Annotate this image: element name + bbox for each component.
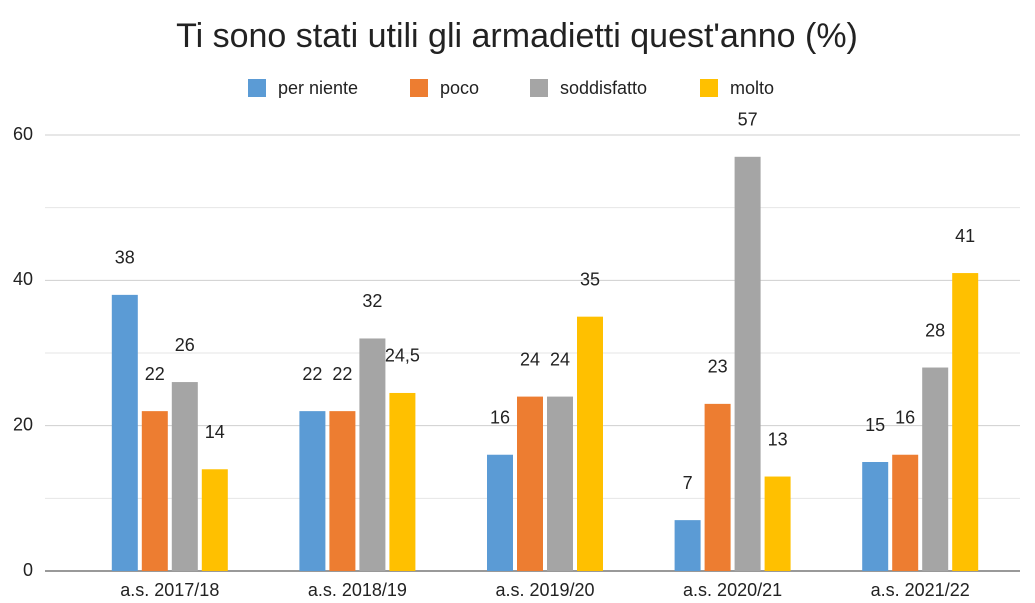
data-label: 35 (580, 269, 600, 289)
legend-swatch (248, 79, 266, 97)
bar (329, 411, 356, 571)
x-tick-label: a.s. 2020/21 (683, 580, 782, 600)
x-tick-label: a.s. 2017/18 (120, 580, 219, 600)
bar (389, 392, 416, 571)
bar (111, 294, 138, 571)
data-label: 38 (115, 248, 135, 268)
bar (517, 396, 543, 571)
data-label: 22 (332, 364, 352, 384)
bar (487, 454, 513, 571)
y-tick-label: 40 (13, 269, 33, 289)
bar (359, 338, 386, 571)
bar (577, 316, 603, 571)
legend-label: per niente (278, 78, 358, 98)
data-label: 22 (302, 364, 322, 384)
legend-label: molto (730, 78, 774, 98)
y-tick-label: 20 (13, 414, 33, 434)
y-tick-label: 0 (23, 560, 33, 580)
data-label: 16 (895, 407, 915, 427)
data-label: 24 (520, 349, 540, 369)
bar (922, 367, 949, 571)
data-label: 32 (362, 291, 382, 311)
x-tick-label: a.s. 2021/22 (871, 580, 970, 600)
bar (734, 156, 761, 572)
x-tick-label: a.s. 2019/20 (495, 580, 594, 600)
bar (674, 520, 701, 571)
bar (764, 476, 791, 571)
data-label: 14 (205, 422, 225, 442)
data-label: 24,5 (385, 346, 420, 366)
legend-swatch (530, 79, 548, 97)
bar (862, 462, 889, 571)
legend-swatch (410, 79, 428, 97)
data-label: 13 (768, 429, 788, 449)
data-label: 22 (145, 364, 165, 384)
data-label: 7 (683, 473, 693, 493)
data-label: 24 (550, 349, 570, 369)
bar (892, 454, 919, 571)
data-label: 23 (708, 357, 728, 377)
legend-label: poco (440, 78, 479, 98)
bar (299, 411, 326, 571)
bar (201, 469, 228, 571)
data-label: 16 (490, 407, 510, 427)
chart-title: Ti sono stati utili gli armadietti quest… (176, 17, 858, 55)
bar (171, 382, 198, 571)
bar (952, 273, 979, 571)
x-tick-label: a.s. 2018/19 (308, 580, 407, 600)
data-label: 26 (175, 335, 195, 355)
data-label: 41 (955, 226, 975, 246)
data-label: 15 (865, 415, 885, 435)
y-tick-label: 60 (13, 124, 33, 144)
legend-label: soddisfatto (560, 78, 647, 98)
bar (704, 403, 731, 571)
bar (547, 396, 573, 571)
data-label: 28 (925, 320, 945, 340)
legend-swatch (700, 79, 718, 97)
data-label: 57 (738, 110, 758, 130)
bar (141, 411, 168, 571)
